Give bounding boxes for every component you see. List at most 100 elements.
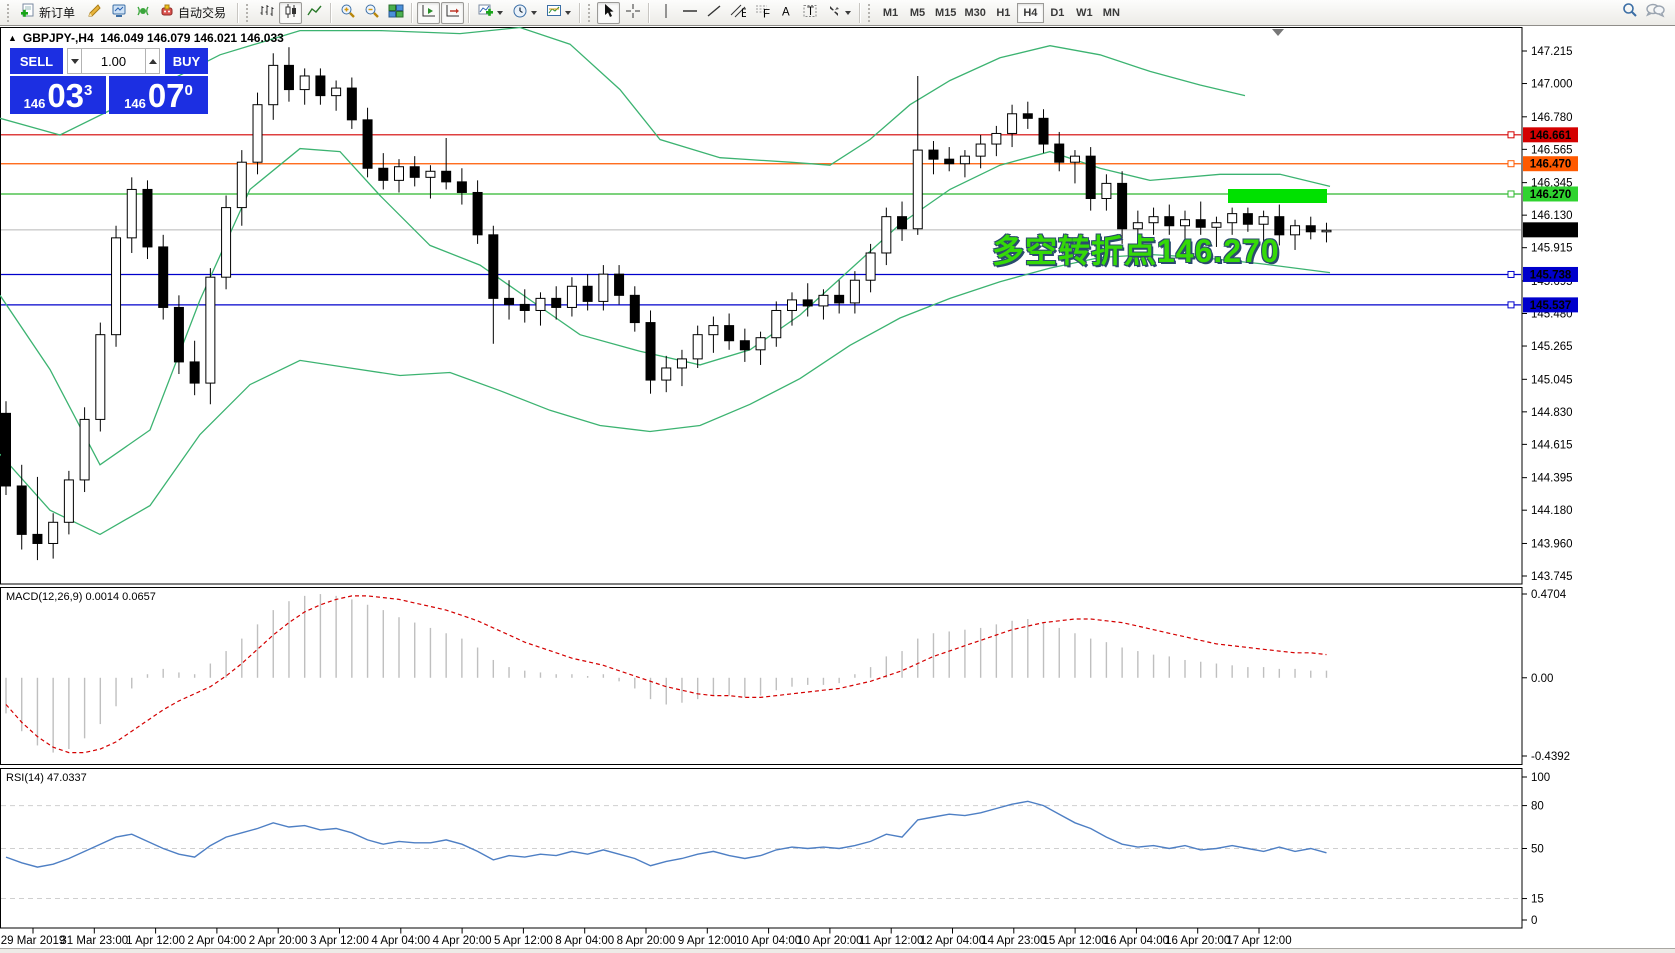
price-badge — [1523, 156, 1578, 172]
price-axis-label: 145.915 — [1531, 243, 1573, 255]
candle-body — [802, 299, 813, 307]
toolbar-handle[interactable] — [588, 3, 593, 22]
timeframe-d1[interactable]: D1 — [1044, 3, 1071, 23]
candle-body — [394, 166, 404, 181]
candle-body — [849, 279, 860, 304]
triangle-down-icon — [70, 58, 79, 64]
sell-button[interactable]: SELL — [10, 48, 63, 74]
candle-body — [252, 104, 263, 163]
tile-windows-button[interactable] — [384, 2, 407, 24]
highlight-box[interactable] — [1228, 189, 1327, 203]
candle-body — [111, 237, 122, 336]
chart-shift-button[interactable] — [441, 1, 465, 24]
line-drag-handle[interactable] — [1507, 131, 1515, 139]
line-drag-handle[interactable] — [1507, 160, 1515, 168]
volume-input[interactable]: 1.00 — [82, 48, 145, 74]
zoom-in-button[interactable] — [336, 2, 359, 24]
line-drag-handle[interactable] — [1507, 270, 1515, 278]
candle-body — [582, 285, 593, 302]
candle-body — [1007, 113, 1018, 134]
chat-icon[interactable] — [1645, 1, 1665, 24]
candle-body — [818, 294, 829, 307]
cursor-button[interactable] — [597, 1, 621, 24]
vertical-line-button[interactable] — [654, 2, 677, 24]
time-axis-label: 2 Apr 04:00 — [187, 935, 246, 947]
sell-price-display[interactable]: 146 03 3 — [10, 76, 106, 114]
candle-body — [1069, 155, 1080, 163]
time-axis-label: 2 Apr 20:00 — [249, 935, 308, 947]
timeframe-h4[interactable]: H4 — [1016, 2, 1044, 23]
volume-increase-button[interactable] — [145, 48, 160, 74]
search-icon[interactable] — [1621, 1, 1639, 24]
line-drag-handle[interactable] — [1507, 190, 1515, 198]
time-axis-label: 5 Apr 12:00 — [494, 935, 553, 947]
timeframe-m1[interactable]: M1 — [877, 3, 904, 23]
new-order-label: 新订单 — [39, 6, 76, 20]
chart-line-button[interactable] — [303, 2, 326, 24]
rsi-axis-label: 15 — [1531, 894, 1544, 906]
trade-panel-prices: 146 03 3 146 07 0 — [10, 76, 208, 114]
volume-decrease-button[interactable] — [67, 48, 82, 74]
trendline-button[interactable] — [702, 2, 725, 24]
timeframe-m5[interactable]: M5 — [904, 3, 931, 23]
auto-scroll-button[interactable] — [417, 1, 441, 24]
candle-body — [1132, 222, 1143, 230]
candle-body — [614, 273, 625, 296]
price-axis-label: 143.745 — [1531, 571, 1573, 583]
sell-price-main: 03 — [47, 77, 85, 114]
channel-button[interactable]: E — [726, 2, 749, 24]
text-button[interactable]: A — [774, 2, 797, 24]
toolbar-handle[interactable] — [7, 3, 12, 22]
chart-bars-button[interactable] — [255, 2, 278, 24]
timeframe-w1[interactable]: W1 — [1071, 3, 1098, 23]
new-order-button[interactable]: 新订单 — [16, 2, 82, 24]
buy-button[interactable]: BUY — [165, 48, 208, 74]
templates-button[interactable] — [542, 2, 575, 24]
candle-body — [1290, 225, 1301, 236]
buy-price-display[interactable]: 146 07 0 — [109, 76, 208, 114]
signals-button[interactable] — [131, 2, 154, 24]
candle-body — [173, 306, 184, 363]
candle-body — [205, 276, 216, 384]
zoom-in-icon — [340, 3, 356, 22]
candle-body — [724, 325, 735, 342]
time-axis-label: 8 Apr 20:00 — [617, 935, 676, 947]
periods-button[interactable] — [508, 2, 541, 24]
rsi-line — [5, 800, 1327, 868]
crosshair-button[interactable] — [621, 2, 644, 24]
horizontal-line-button[interactable] — [678, 2, 701, 24]
timeframe-m30[interactable]: M30 — [960, 3, 989, 23]
price-axis-label: 144.615 — [1531, 439, 1573, 451]
candle-body — [1274, 216, 1285, 236]
timeframe-m15[interactable]: M15 — [931, 3, 960, 23]
toolbar-handle[interactable] — [868, 3, 873, 22]
candle-body — [63, 479, 74, 523]
timeframe-mn[interactable]: MN — [1098, 3, 1125, 23]
price-badge-label: 146.470 — [1530, 159, 1572, 171]
collapse-trade-panel-icon[interactable]: ▲ — [8, 33, 17, 43]
chart-candles-button[interactable] — [279, 1, 303, 24]
svg-text:T: T — [807, 6, 814, 18]
chart-annotation-text[interactable]: 多空转折点146.270 — [992, 233, 1280, 269]
autotrading-button[interactable]: 自动交易 — [155, 2, 233, 24]
text-label-button[interactable]: T — [798, 2, 821, 24]
terminal-button[interactable] — [107, 2, 130, 24]
symbol-ohlc-header: ▲ GBPJPY-,H4 146.049 146.079 146.021 146… — [8, 31, 284, 45]
rsi-indicator-label: RSI(14) 47.0337 — [6, 772, 87, 784]
dropdown-caret-icon — [565, 10, 572, 15]
line-drag-handle[interactable] — [1507, 301, 1515, 309]
time-axis-label: 14 Apr 23:00 — [981, 935, 1046, 947]
zoom-out-button[interactable] — [360, 2, 383, 24]
candle-body — [535, 297, 546, 311]
fibonacci-button[interactable]: F — [750, 2, 773, 24]
arrows-button[interactable] — [822, 2, 855, 24]
timeframe-h1[interactable]: H1 — [990, 3, 1017, 23]
buy-price-prefix: 146 — [124, 96, 146, 111]
svg-text:A: A — [782, 7, 790, 19]
toolbar-handle[interactable] — [246, 3, 251, 22]
styler-button[interactable] — [83, 2, 106, 24]
price-axis-label: 146.130 — [1531, 210, 1573, 222]
indicators-button[interactable] — [474, 2, 507, 24]
candle-body — [346, 87, 357, 121]
